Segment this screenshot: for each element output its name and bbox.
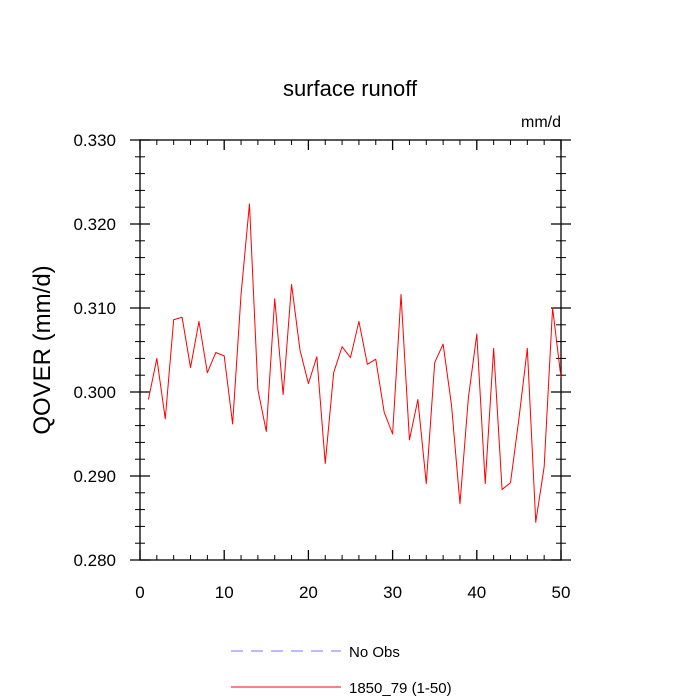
y-tick-label: 0.330 [73, 131, 116, 150]
y-tick-label: 0.320 [73, 215, 116, 234]
x-tick-label: 10 [215, 583, 234, 602]
x-tick-label: 0 [135, 583, 144, 602]
x-tick-label: 20 [299, 583, 318, 602]
plot-frame [139, 139, 562, 561]
y-tick-label: 0.310 [73, 299, 116, 318]
y-tick-label: 0.300 [73, 383, 116, 402]
series-lines [147, 203, 562, 523]
x-tick-label: 50 [552, 583, 571, 602]
series-line [147, 203, 562, 523]
legend: No Obs 1850_79 (1-50) [231, 644, 452, 697]
legend-label: 1850_79 (1-50) [349, 680, 452, 697]
y-axis-label: QOVER (mm/d) [29, 265, 56, 434]
x-tick-label: 40 [467, 583, 486, 602]
y-tick-labels: 0.280 0.290 0.300 0.310 0.320 0.330 [73, 131, 116, 570]
axis-ticks [130, 139, 571, 561]
chart-title: surface runoff [283, 76, 418, 101]
y-tick-label: 0.290 [73, 467, 116, 486]
x-tick-labels: 0 10 20 30 40 50 [135, 583, 570, 602]
x-tick-label: 30 [383, 583, 402, 602]
units-label: mm/d [521, 114, 561, 131]
legend-label: No Obs [349, 644, 400, 661]
y-tick-label: 0.280 [73, 551, 116, 570]
